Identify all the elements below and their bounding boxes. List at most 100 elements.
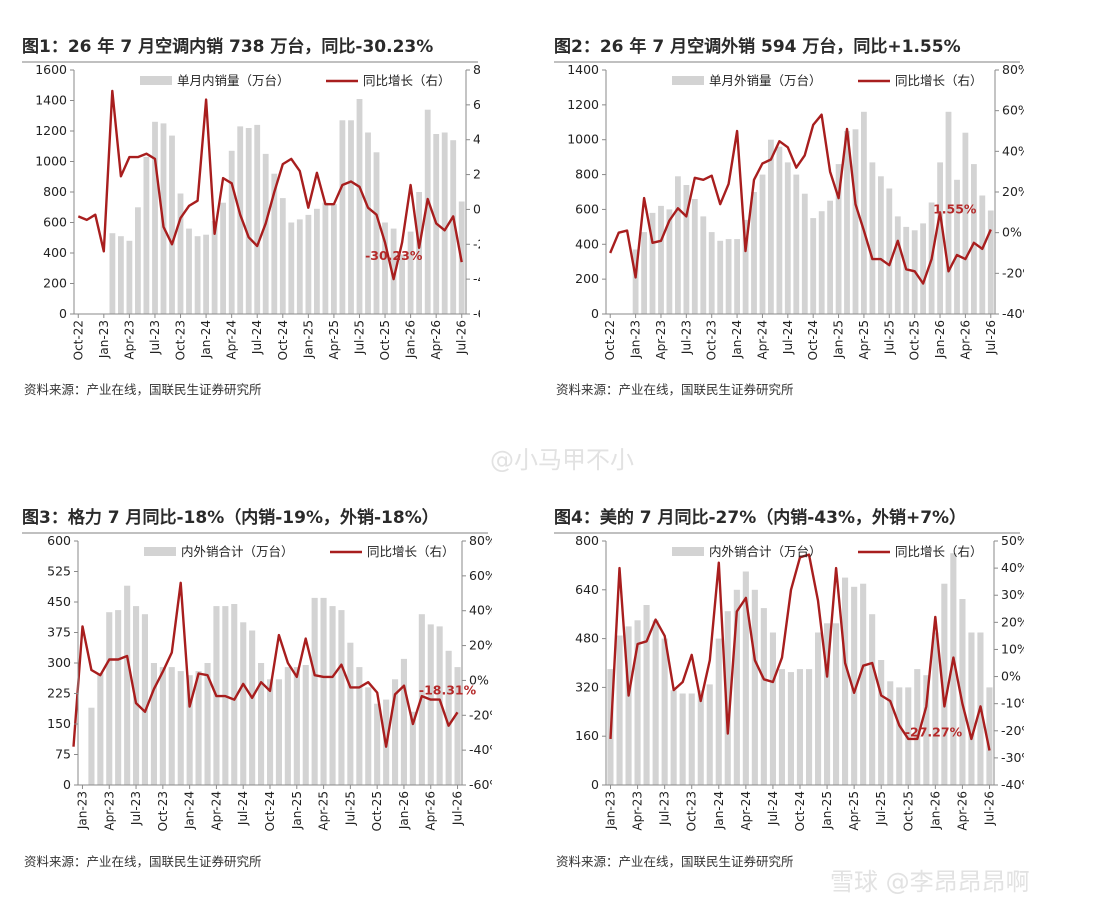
bar <box>115 610 122 785</box>
x-tick-label: Jan-26 <box>928 791 942 830</box>
legend-line-label: 同比增长（右） <box>895 544 983 559</box>
bar <box>88 707 95 785</box>
bar <box>407 231 414 314</box>
bar <box>810 218 817 314</box>
bar <box>971 164 977 314</box>
legend-line-label: 同比增长（右） <box>363 73 451 88</box>
x-tick-label: Apr-23 <box>654 320 668 360</box>
x-tick-label: Jul-26 <box>455 320 469 355</box>
bar <box>436 626 443 785</box>
bar <box>887 681 894 785</box>
bar <box>143 156 150 314</box>
bar <box>141 614 148 785</box>
y-tick-label-left: 480 <box>575 631 599 646</box>
watermark-bottom-right: 雪球 @李昂昂昂啊 <box>830 868 1030 896</box>
bar <box>365 687 372 785</box>
y-tick-label-right: -40% <box>1002 306 1024 321</box>
bar <box>135 207 141 315</box>
bar <box>254 124 261 315</box>
bar <box>923 675 930 785</box>
bar <box>399 254 405 314</box>
bar <box>409 711 416 785</box>
y-tick-label-left: 375 <box>47 625 71 640</box>
bar <box>424 109 431 314</box>
bar <box>195 671 202 785</box>
x-tick-label: Jan-25 <box>832 320 846 359</box>
bar <box>697 690 704 785</box>
bar <box>937 162 943 314</box>
y-tick-label-left: 1600 <box>35 64 67 77</box>
bar <box>288 222 295 314</box>
bar <box>634 620 641 785</box>
bar <box>450 140 457 314</box>
bar <box>314 208 320 314</box>
yoy-line <box>609 113 992 285</box>
x-tick-label: Jul-26 <box>982 791 996 826</box>
bar <box>302 665 309 785</box>
bar <box>625 626 632 785</box>
bar <box>454 667 461 785</box>
chart-3-svg: 0 75 150 225 300 375 450 525 600 -60% -40% -20% 0% 20… <box>47 535 492 831</box>
y-tick-label-left: 800 <box>575 167 599 182</box>
y-tick-label-left: 160 <box>575 728 599 743</box>
yoy-line <box>77 89 463 281</box>
x-tick-label: Jul-24 <box>781 320 795 355</box>
x-tick-label: Jan-24 <box>730 320 744 359</box>
bar <box>228 150 235 314</box>
x-tick-label: Oct-25 <box>378 320 392 360</box>
bar <box>106 612 113 785</box>
bar <box>683 185 690 314</box>
y-tick-label-left: 525 <box>47 564 71 579</box>
bar <box>742 219 749 314</box>
x-tick-label: Jul-26 <box>984 320 998 355</box>
bar <box>768 139 774 314</box>
title-rule <box>554 532 1020 534</box>
bar <box>641 232 647 314</box>
x-tick-label: Oct-25 <box>901 791 915 831</box>
watermark-center: @小马甲不小 <box>490 446 634 474</box>
bar <box>348 120 354 314</box>
bar <box>778 669 785 785</box>
x-tick-label: Jan-25 <box>301 320 315 359</box>
title-rule <box>22 61 478 63</box>
legend-bar-label: 单月内销量（万台） <box>177 73 290 88</box>
bar <box>427 624 434 785</box>
x-tick-label: Oct-22 <box>603 320 617 360</box>
y-tick-label-right: 60% <box>469 568 492 583</box>
y-tick-label-right: -20% <box>1002 265 1024 280</box>
bar <box>365 132 371 314</box>
bar <box>959 599 966 785</box>
y-tick-label-right: 60% <box>1002 103 1024 118</box>
bar <box>220 202 226 314</box>
bar <box>118 236 124 314</box>
y-tick-label-left: 400 <box>43 245 67 260</box>
x-tick-label: Jul-24 <box>236 791 250 826</box>
bar <box>632 249 639 314</box>
y-tick-label-right: -40% <box>469 742 492 757</box>
bar <box>177 671 184 785</box>
bar <box>392 679 399 785</box>
y-tick-label-left: 225 <box>47 686 71 701</box>
bar <box>824 623 831 785</box>
bar <box>979 195 986 314</box>
y-tick-label-left: 1000 <box>567 132 599 147</box>
bar <box>861 111 867 314</box>
bar <box>373 152 380 314</box>
bar <box>211 221 218 314</box>
y-tick-label-right: 20% <box>473 167 480 182</box>
bar <box>851 586 858 786</box>
y-tick-label-right: 80% <box>469 535 492 548</box>
x-tick-label: Apr-24 <box>755 320 769 360</box>
bar <box>237 126 244 315</box>
legend-bar-label: 内外销合计（万台） <box>709 544 822 559</box>
bar <box>670 690 677 785</box>
chart-title: 图2：26 年 7 月空调外销 594 万台，同比+1.55% <box>554 37 961 57</box>
y-tick-label-right: 40% <box>1001 560 1024 575</box>
bar <box>968 632 975 785</box>
legend-bar-swatch <box>144 547 176 556</box>
bar <box>751 589 758 785</box>
bar <box>293 667 300 785</box>
y-tick-label-left: 0 <box>59 306 67 321</box>
legend-line-label: 同比增长（右） <box>895 73 983 88</box>
yoy-line <box>72 581 459 748</box>
